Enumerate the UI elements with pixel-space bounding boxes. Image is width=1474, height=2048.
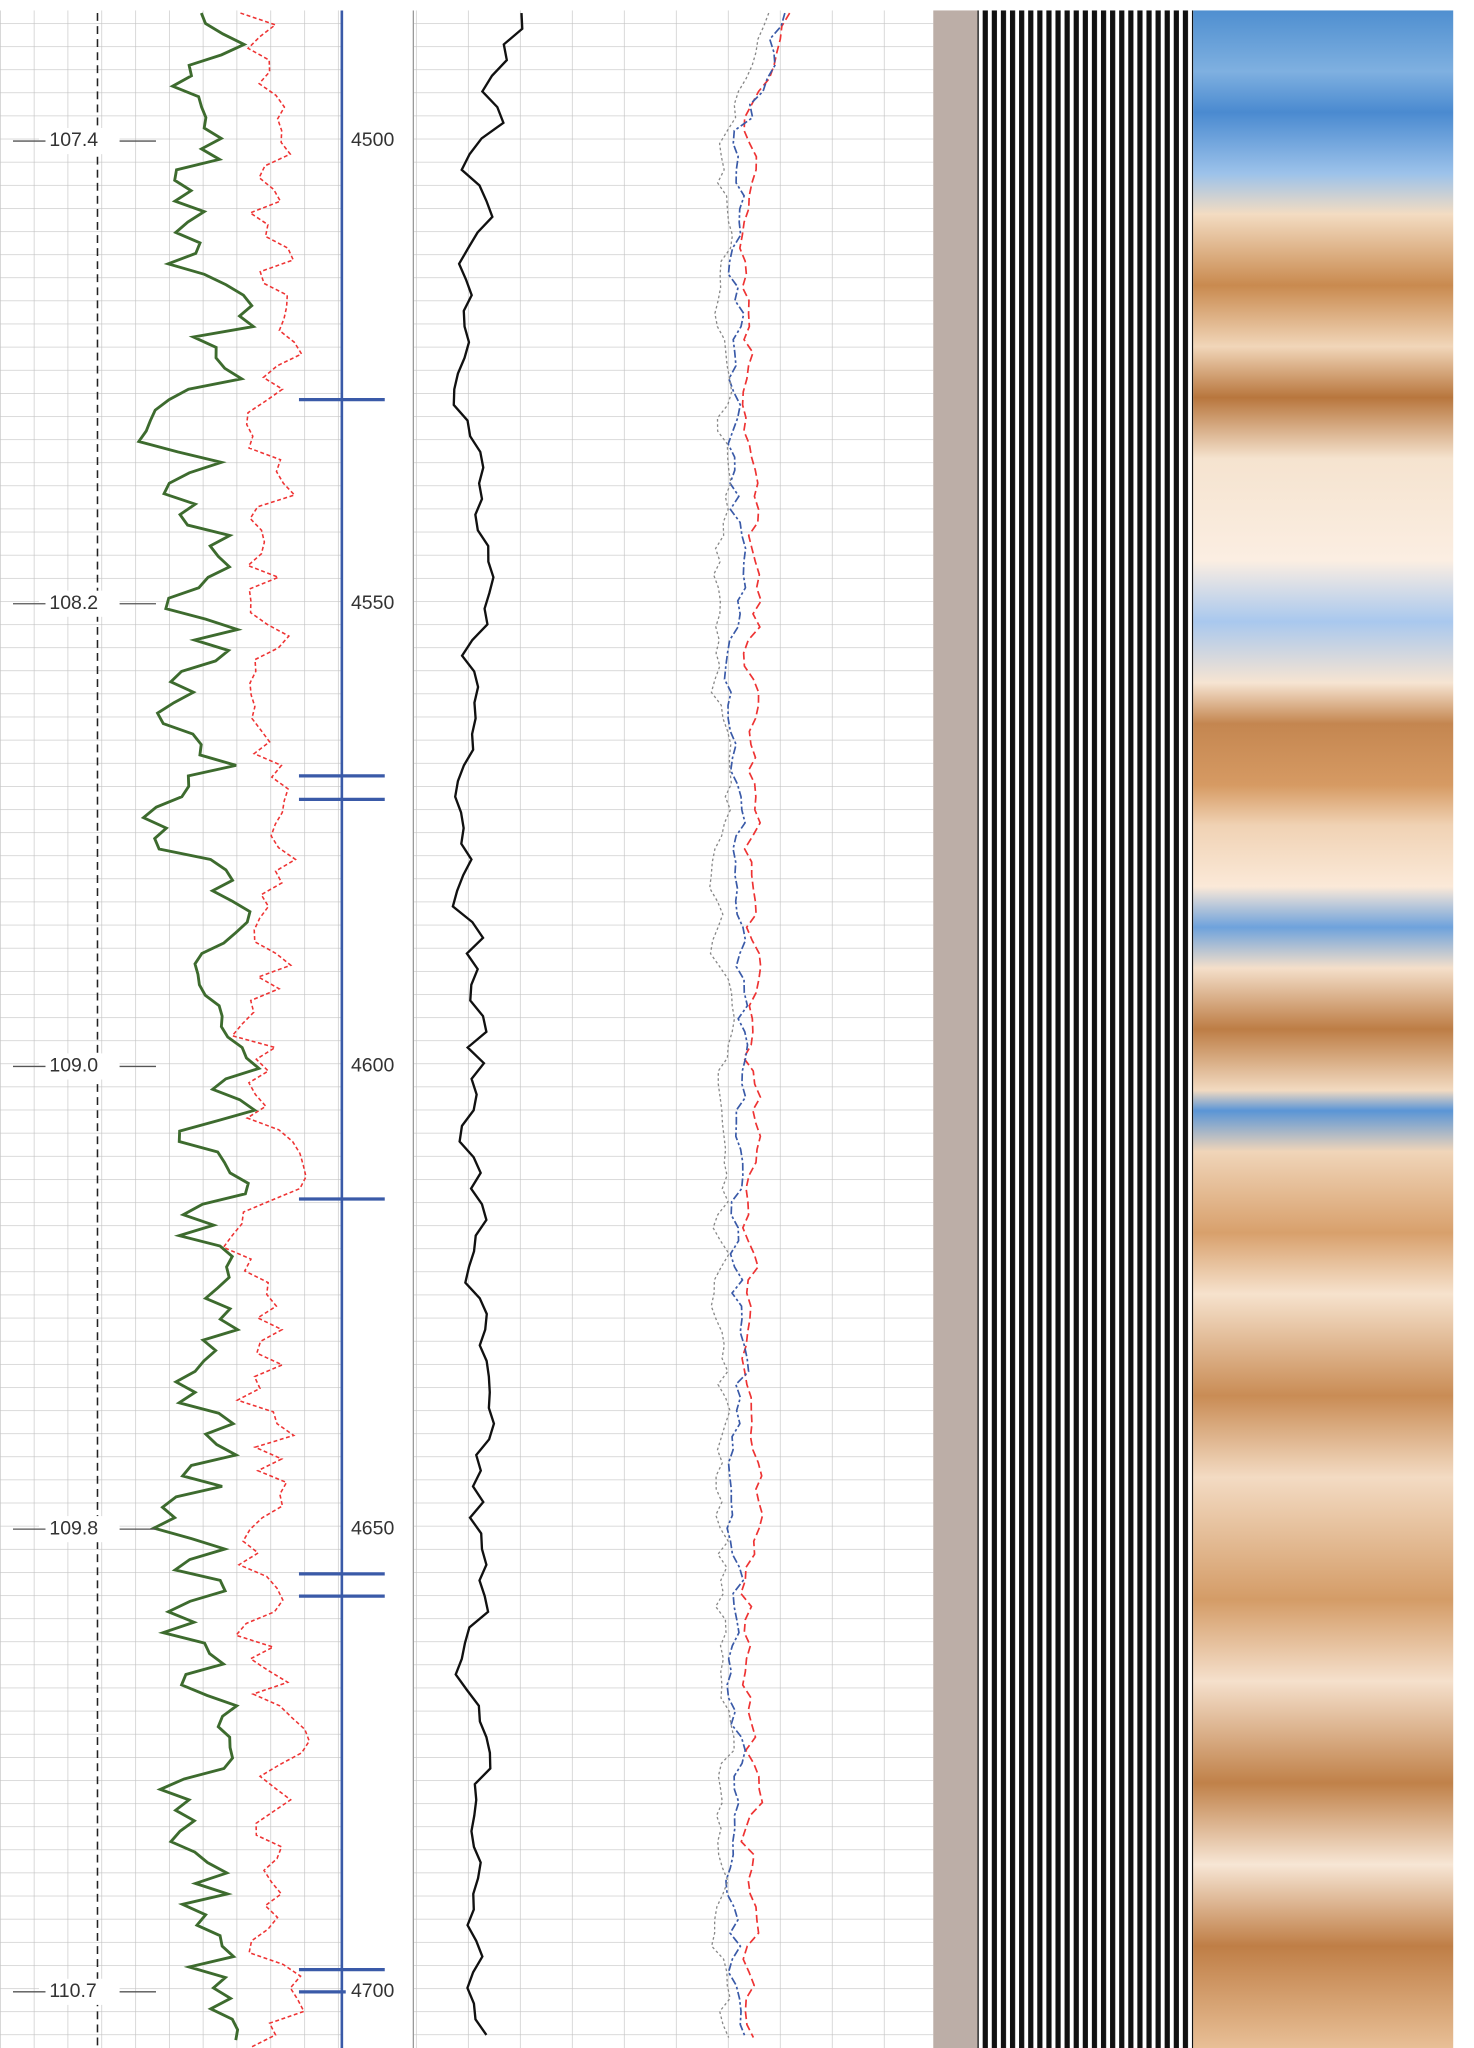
time-label: 109.0 xyxy=(49,1055,98,1077)
red-dash-curve xyxy=(738,12,791,2038)
time-label: 107.4 xyxy=(49,129,98,151)
black-curve xyxy=(451,13,524,2036)
label-bg xyxy=(345,128,409,155)
red-curve xyxy=(222,12,311,2048)
time-label: 110.7 xyxy=(49,1980,96,2002)
depth-label: 4700 xyxy=(351,1980,394,2002)
green-curve xyxy=(136,12,262,2041)
color-image xyxy=(1193,10,1454,2048)
wiggle-image xyxy=(977,10,1194,2048)
label-bg xyxy=(345,1978,409,2005)
label-bg xyxy=(38,1053,120,1080)
depth-label: 4550 xyxy=(351,592,394,614)
depth-label: 4500 xyxy=(351,129,394,151)
track3-grid xyxy=(413,10,934,2048)
label-bg xyxy=(38,128,120,155)
label-bg xyxy=(38,1516,120,1543)
depth-label: 4650 xyxy=(351,1517,394,1539)
label-bg xyxy=(345,1053,409,1080)
gap-strip xyxy=(933,10,978,2048)
time-label: 109.8 xyxy=(49,1517,98,1539)
time-label: 108.2 xyxy=(49,592,98,614)
label-bg xyxy=(345,1516,409,1543)
blue-dash-curve xyxy=(723,12,786,2038)
label-bg xyxy=(38,590,120,617)
label-bg xyxy=(38,1978,120,2005)
label-bg xyxy=(345,590,409,617)
gray-dot-curve xyxy=(709,12,770,2038)
depth-label: 4600 xyxy=(351,1055,394,1077)
track1-grid xyxy=(0,10,342,2048)
